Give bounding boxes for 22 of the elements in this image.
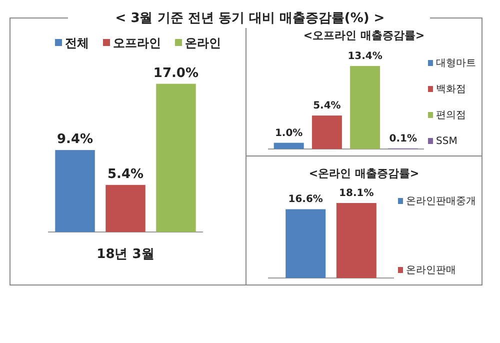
legend-label: 편의점 [436,110,466,121]
data-label: 16.6% [288,194,323,206]
legend-label: 온라인 [185,36,221,50]
data-label: 5.4% [313,100,341,112]
legend-label: 온라인판매 [406,265,456,276]
data-label: 18.1% [339,188,374,199]
data-label: 5.4% [107,166,144,182]
legend-label: SSM [436,136,458,147]
legend-label: 온라인판매중개 [406,196,476,207]
legend-label: 대형마트 [436,58,476,69]
text: < 3월 기준 전년 동기 대비 매출증감률(%) > [115,11,385,26]
data-label: 13.4% [348,50,382,62]
chart-title: <오프라인 매출증감률> [303,29,425,42]
legend-label: 오프라인 [113,36,161,50]
chart-title: <온라인 매출증감률> [308,167,420,180]
data-label: 17.0% [153,66,199,81]
data-label: 9.4% [56,132,94,148]
x-axis-title: 18년 3월 [96,247,154,262]
data-label: 0.1% [389,133,418,144]
legend-label: 전체 [65,36,89,50]
legend-label: 백화점 [436,84,466,95]
data-label: 1.0% [274,128,303,139]
